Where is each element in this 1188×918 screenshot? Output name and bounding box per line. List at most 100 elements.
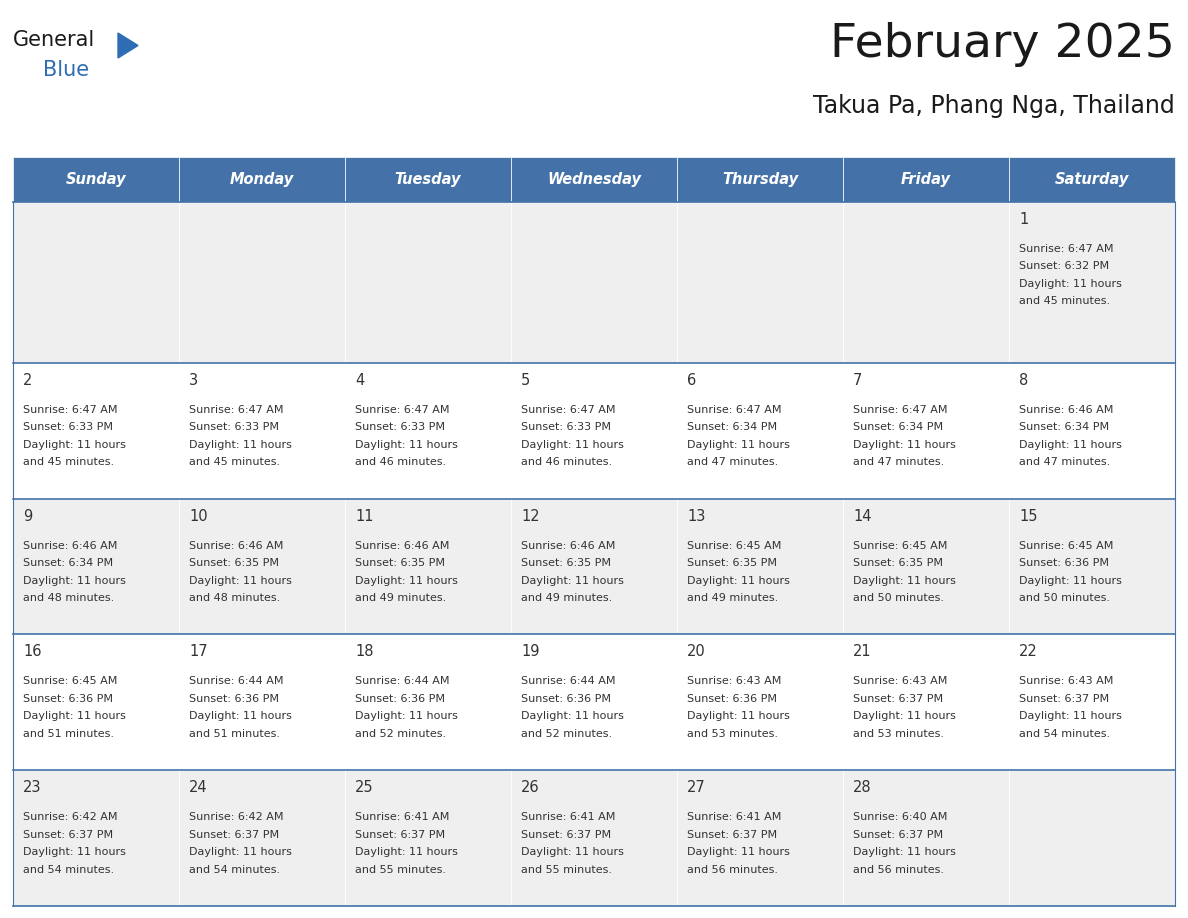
Bar (843, 770, 1009, 906)
Text: 1: 1 (1019, 211, 1029, 227)
Text: and 55 minutes.: and 55 minutes. (355, 865, 446, 875)
Text: Sunrise: 6:47 AM: Sunrise: 6:47 AM (189, 405, 284, 415)
Text: 14: 14 (853, 509, 872, 523)
Bar (843, 157, 1009, 202)
Text: Daylight: 11 hours: Daylight: 11 hours (687, 847, 790, 857)
Bar (677, 157, 843, 202)
Bar (511, 634, 677, 770)
Text: Sunrise: 6:45 AM: Sunrise: 6:45 AM (853, 541, 947, 551)
Text: 9: 9 (23, 509, 32, 523)
Text: and 50 minutes.: and 50 minutes. (1019, 593, 1110, 603)
Text: 13: 13 (687, 509, 706, 523)
Bar (179, 498, 345, 634)
Text: Sunrise: 6:45 AM: Sunrise: 6:45 AM (1019, 541, 1113, 551)
Text: Daylight: 11 hours: Daylight: 11 hours (1019, 440, 1121, 450)
Text: Daylight: 11 hours: Daylight: 11 hours (355, 576, 457, 586)
Text: 22: 22 (1019, 644, 1038, 659)
Bar (843, 202, 1009, 363)
Text: Daylight: 11 hours: Daylight: 11 hours (853, 440, 956, 450)
Text: Sunset: 6:33 PM: Sunset: 6:33 PM (355, 422, 446, 432)
Text: Sunset: 6:34 PM: Sunset: 6:34 PM (853, 422, 943, 432)
Text: Daylight: 11 hours: Daylight: 11 hours (522, 576, 624, 586)
Text: Daylight: 11 hours: Daylight: 11 hours (189, 576, 292, 586)
Text: Daylight: 11 hours: Daylight: 11 hours (23, 576, 126, 586)
Text: Daylight: 11 hours: Daylight: 11 hours (1019, 278, 1121, 288)
Bar (179, 770, 345, 906)
Bar (511, 202, 677, 363)
Text: Daylight: 11 hours: Daylight: 11 hours (23, 440, 126, 450)
Text: Saturday: Saturday (1055, 172, 1129, 186)
Text: 10: 10 (189, 509, 208, 523)
Bar (345, 498, 511, 634)
Bar (179, 363, 345, 498)
Text: 6: 6 (687, 373, 696, 387)
Text: Daylight: 11 hours: Daylight: 11 hours (23, 847, 126, 857)
Bar (677, 498, 843, 634)
Text: Sunrise: 6:47 AM: Sunrise: 6:47 AM (23, 405, 118, 415)
Text: 20: 20 (687, 644, 706, 659)
Text: and 45 minutes.: and 45 minutes. (1019, 297, 1110, 306)
Text: and 56 minutes.: and 56 minutes. (687, 865, 778, 875)
Text: Daylight: 11 hours: Daylight: 11 hours (853, 576, 956, 586)
Text: 24: 24 (189, 780, 208, 795)
Text: 21: 21 (853, 644, 872, 659)
Text: and 47 minutes.: and 47 minutes. (1019, 457, 1111, 467)
Text: Sunset: 6:36 PM: Sunset: 6:36 PM (687, 694, 777, 704)
Text: Sunset: 6:34 PM: Sunset: 6:34 PM (23, 558, 113, 568)
Bar (677, 770, 843, 906)
Text: 16: 16 (23, 644, 42, 659)
Bar (843, 498, 1009, 634)
Text: and 47 minutes.: and 47 minutes. (853, 457, 944, 467)
Text: and 45 minutes.: and 45 minutes. (23, 457, 114, 467)
Text: and 48 minutes.: and 48 minutes. (23, 593, 114, 603)
Text: Sunset: 6:37 PM: Sunset: 6:37 PM (853, 694, 943, 704)
Bar (13, 770, 179, 906)
Text: and 54 minutes.: and 54 minutes. (189, 865, 280, 875)
Text: Daylight: 11 hours: Daylight: 11 hours (522, 847, 624, 857)
Text: Tuesday: Tuesday (394, 172, 461, 186)
Text: Sunset: 6:35 PM: Sunset: 6:35 PM (522, 558, 611, 568)
Bar (843, 363, 1009, 498)
Bar (1009, 770, 1175, 906)
Bar (1009, 363, 1175, 498)
Text: and 50 minutes.: and 50 minutes. (853, 593, 944, 603)
Polygon shape (118, 33, 138, 58)
Bar (13, 634, 179, 770)
Text: Sunset: 6:32 PM: Sunset: 6:32 PM (1019, 261, 1110, 271)
Text: 12: 12 (522, 509, 539, 523)
Text: and 49 minutes.: and 49 minutes. (687, 593, 778, 603)
Text: Daylight: 11 hours: Daylight: 11 hours (853, 711, 956, 722)
Text: 5: 5 (522, 373, 530, 387)
Text: Daylight: 11 hours: Daylight: 11 hours (687, 711, 790, 722)
Text: Thursday: Thursday (722, 172, 798, 186)
Text: Daylight: 11 hours: Daylight: 11 hours (853, 847, 956, 857)
Text: Daylight: 11 hours: Daylight: 11 hours (522, 711, 624, 722)
Text: Sunset: 6:34 PM: Sunset: 6:34 PM (1019, 422, 1110, 432)
Text: and 56 minutes.: and 56 minutes. (853, 865, 944, 875)
Text: 3: 3 (189, 373, 198, 387)
Bar (677, 634, 843, 770)
Text: 25: 25 (355, 780, 373, 795)
Text: Sunrise: 6:42 AM: Sunrise: 6:42 AM (23, 812, 118, 823)
Text: and 51 minutes.: and 51 minutes. (23, 729, 114, 739)
Text: Sunrise: 6:43 AM: Sunrise: 6:43 AM (1019, 677, 1113, 687)
Bar (345, 202, 511, 363)
Text: Daylight: 11 hours: Daylight: 11 hours (355, 440, 457, 450)
Bar (179, 202, 345, 363)
Text: Sunrise: 6:47 AM: Sunrise: 6:47 AM (687, 405, 782, 415)
Text: Daylight: 11 hours: Daylight: 11 hours (687, 440, 790, 450)
Text: Sunset: 6:36 PM: Sunset: 6:36 PM (23, 694, 113, 704)
Text: Daylight: 11 hours: Daylight: 11 hours (189, 847, 292, 857)
Text: Sunrise: 6:46 AM: Sunrise: 6:46 AM (522, 541, 615, 551)
Bar (179, 157, 345, 202)
Text: February 2025: February 2025 (830, 22, 1175, 67)
Text: Sunset: 6:33 PM: Sunset: 6:33 PM (189, 422, 279, 432)
Text: Daylight: 11 hours: Daylight: 11 hours (522, 440, 624, 450)
Bar (677, 202, 843, 363)
Bar (1009, 498, 1175, 634)
Text: Sunset: 6:33 PM: Sunset: 6:33 PM (522, 422, 611, 432)
Text: and 46 minutes.: and 46 minutes. (522, 457, 612, 467)
Text: 7: 7 (853, 373, 862, 387)
Text: Sunrise: 6:44 AM: Sunrise: 6:44 AM (522, 677, 615, 687)
Text: and 46 minutes.: and 46 minutes. (355, 457, 447, 467)
